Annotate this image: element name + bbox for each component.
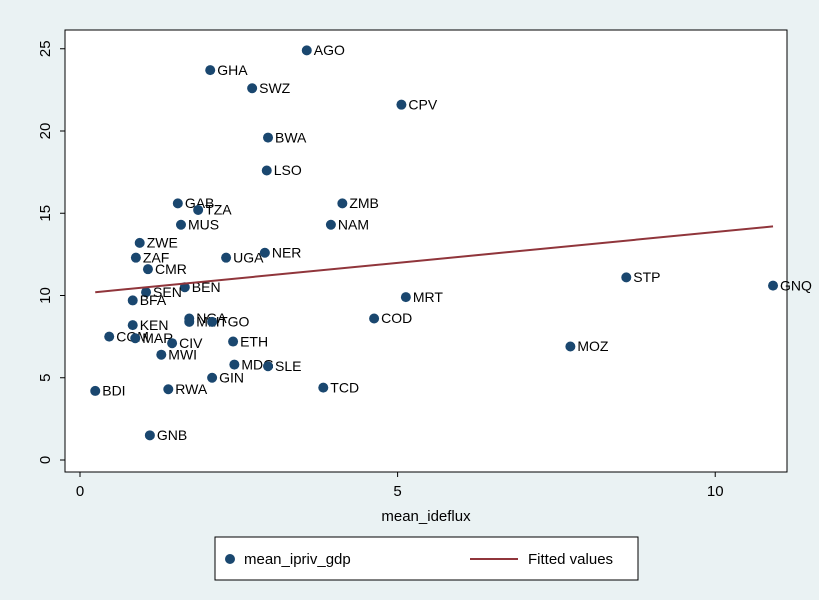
point-label: STP xyxy=(633,269,660,285)
point-label: MAR xyxy=(142,330,173,346)
point-label: TCD xyxy=(330,379,359,395)
point-label: ETH xyxy=(240,333,268,349)
fitted-line xyxy=(95,225,774,294)
legend-label: mean_ipriv_gdp xyxy=(244,551,351,568)
point xyxy=(221,252,232,263)
point-label: AGO xyxy=(314,42,345,58)
point xyxy=(179,282,190,293)
point xyxy=(247,83,258,94)
point-label: SLE xyxy=(275,358,301,374)
point-label: COD xyxy=(381,310,412,326)
point-label: BDI xyxy=(102,383,125,399)
plot-area xyxy=(64,29,788,473)
point-label: CPV xyxy=(408,96,437,112)
legend-marker xyxy=(225,554,235,564)
point-label: CIV xyxy=(179,335,203,351)
point-label: ZMB xyxy=(349,195,379,211)
point xyxy=(565,341,576,352)
x-tick-label: 5 xyxy=(393,483,401,500)
y-tick-label: 15 xyxy=(37,205,54,222)
point xyxy=(261,165,272,176)
x-tick-label: 0 xyxy=(76,483,84,500)
point-label: ZAF xyxy=(143,249,169,265)
point-label: SWZ xyxy=(259,80,291,96)
point-label: GIN xyxy=(219,369,244,385)
point xyxy=(768,280,779,291)
y-tick-label: 0 xyxy=(37,456,54,464)
point-label: NAM xyxy=(338,216,369,232)
point xyxy=(134,237,145,248)
point xyxy=(207,316,218,327)
point xyxy=(163,384,174,395)
point-label: SEN xyxy=(153,284,182,300)
x-axis-title: mean_ideflux xyxy=(381,508,471,525)
point xyxy=(142,264,153,275)
point xyxy=(337,198,348,209)
point xyxy=(259,247,270,258)
point-label: ZWE xyxy=(147,235,178,251)
point xyxy=(130,333,141,344)
x-tick-label: 10 xyxy=(707,483,724,500)
point-label: TGO xyxy=(219,314,249,330)
y-tick-label: 25 xyxy=(37,40,54,57)
point-label: BFA xyxy=(140,292,167,308)
point-label: MUS xyxy=(188,216,219,232)
point-label: GNB xyxy=(157,427,187,443)
point-label: TZA xyxy=(205,202,232,218)
point-label: BWA xyxy=(275,129,307,145)
point xyxy=(130,252,141,263)
point xyxy=(184,316,195,327)
y-tick-label: 10 xyxy=(37,287,54,304)
point-label: GAB xyxy=(185,195,215,211)
point-label: MOZ xyxy=(577,338,609,354)
point xyxy=(144,430,155,441)
point xyxy=(104,331,115,342)
point xyxy=(141,287,152,298)
point xyxy=(207,372,218,383)
legend-label: Fitted values xyxy=(528,551,613,568)
point xyxy=(263,132,274,143)
y-tick-label: 20 xyxy=(37,123,54,140)
point xyxy=(301,45,312,56)
point xyxy=(325,219,336,230)
point-label: CMR xyxy=(155,261,187,277)
point-label: RWA xyxy=(175,381,208,397)
point xyxy=(172,198,183,209)
point-label: LSO xyxy=(274,162,302,178)
y-tick-label: 5 xyxy=(37,374,54,382)
point xyxy=(175,219,186,230)
point-label: MWI xyxy=(168,346,197,362)
point-label: NER xyxy=(272,244,302,260)
point xyxy=(156,349,167,360)
point xyxy=(167,338,178,349)
point xyxy=(369,313,380,324)
point xyxy=(127,295,138,306)
point-label: MRT xyxy=(413,289,444,305)
point xyxy=(318,382,329,393)
point xyxy=(621,272,632,283)
point xyxy=(90,385,101,396)
point-label: KEN xyxy=(140,317,169,333)
point xyxy=(193,204,204,215)
point xyxy=(396,99,407,110)
point xyxy=(228,336,239,347)
point xyxy=(263,361,274,372)
point xyxy=(229,359,240,370)
point-label: GNQ xyxy=(780,277,812,293)
point xyxy=(205,65,216,76)
point-label: UGA xyxy=(233,249,264,265)
legend xyxy=(214,536,639,581)
point xyxy=(400,292,411,303)
point xyxy=(127,320,138,331)
point-label: GHA xyxy=(217,62,248,78)
